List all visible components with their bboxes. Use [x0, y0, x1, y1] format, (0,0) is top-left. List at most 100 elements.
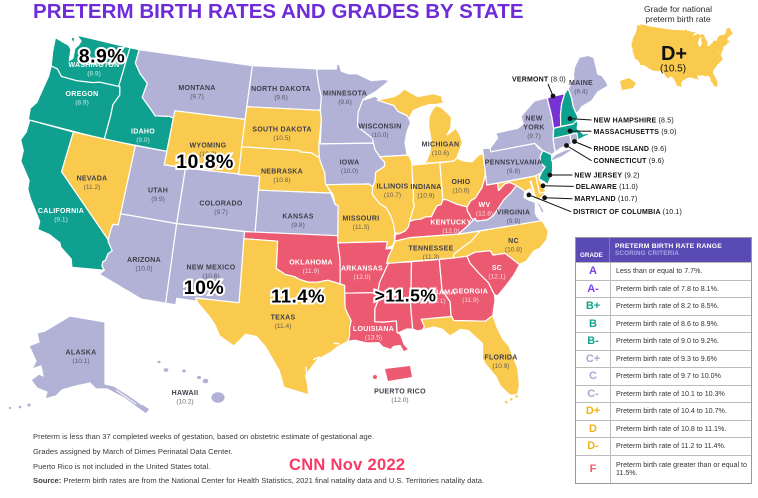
- svg-text:(10.6): (10.6): [452, 188, 469, 195]
- svg-text:UTAH: UTAH: [148, 187, 168, 194]
- svg-text:YORK: YORK: [523, 124, 544, 131]
- svg-text:10%: 10%: [184, 277, 225, 299]
- svg-text:DISTRICT OF COLUMBIA (10.1): DISTRICT OF COLUMBIA (10.1): [573, 209, 682, 216]
- svg-text:(9.9): (9.9): [507, 218, 521, 225]
- svg-text:COLORADO: COLORADO: [199, 200, 242, 207]
- svg-text:MAINE: MAINE: [569, 80, 593, 87]
- svg-text:NC: NC: [508, 238, 519, 245]
- svg-text:(10.6): (10.6): [432, 150, 449, 157]
- svg-text:DELAWARE (11.0): DELAWARE (11.0): [576, 184, 638, 191]
- svg-text:(10.9): (10.9): [492, 363, 509, 370]
- svg-text:(10.7): (10.7): [384, 192, 401, 199]
- svg-text:(11.4): (11.4): [275, 323, 292, 330]
- svg-text:VIRGINIA: VIRGINIA: [497, 209, 531, 216]
- svg-text:ALASKA: ALASKA: [66, 349, 97, 356]
- svg-text:NEBRASKA: NEBRASKA: [261, 168, 303, 175]
- svg-text:(11.2): (11.2): [84, 184, 101, 191]
- svg-text:(10.9): (10.9): [417, 193, 434, 200]
- svg-text:OHIO: OHIO: [451, 179, 470, 186]
- svg-text:(12.0): (12.0): [391, 397, 408, 404]
- svg-text:LOUISIANA: LOUISIANA: [353, 326, 394, 333]
- svg-text:PUERTO RICO: PUERTO RICO: [374, 388, 426, 395]
- svg-text:TENNESSEE: TENNESSEE: [408, 245, 453, 252]
- svg-text:(8.9): (8.9): [75, 100, 89, 107]
- svg-text:(9.7): (9.7): [190, 94, 204, 101]
- svg-text:(11.3): (11.3): [423, 254, 440, 261]
- svg-text:OREGON: OREGON: [66, 91, 99, 98]
- svg-text:NEW JERSEY (9.2): NEW JERSEY (9.2): [574, 173, 639, 180]
- svg-text:RHODE ISLAND (9.6): RHODE ISLAND (9.6): [594, 146, 667, 153]
- svg-text:(10.8): (10.8): [273, 177, 290, 184]
- svg-text:CONNECTICUT (9.6): CONNECTICUT (9.6): [594, 158, 665, 165]
- svg-text:(9.9): (9.9): [151, 196, 165, 203]
- svg-text:(10.5): (10.5): [660, 64, 686, 75]
- svg-text:(13.5): (13.5): [365, 335, 382, 342]
- svg-text:INDIANA: INDIANA: [410, 184, 441, 191]
- svg-text:(13.1): (13.1): [428, 298, 445, 305]
- svg-text:(12.0): (12.0): [442, 228, 459, 235]
- svg-text:MONTANA: MONTANA: [178, 85, 215, 92]
- svg-text:GEORGIA: GEORGIA: [453, 288, 488, 295]
- svg-text:11.4%: 11.4%: [271, 286, 325, 307]
- svg-text:ARIZONA: ARIZONA: [127, 257, 161, 264]
- svg-text:(10.5): (10.5): [273, 135, 290, 142]
- svg-text:(9.6): (9.6): [274, 95, 288, 102]
- svg-text:D+: D+: [661, 43, 687, 65]
- svg-text:WYOMING: WYOMING: [189, 142, 226, 149]
- svg-text:VERMONT (8.0): VERMONT (8.0): [512, 77, 566, 84]
- svg-text:NEVADA: NEVADA: [77, 175, 108, 182]
- svg-text:(10.0): (10.0): [341, 168, 358, 175]
- svg-text:SOUTH DAKOTA: SOUTH DAKOTA: [252, 126, 311, 133]
- svg-text:(9.0): (9.0): [136, 137, 150, 144]
- svg-text:(11.9): (11.9): [303, 268, 320, 275]
- svg-text:ALABAMA: ALABAMA: [418, 289, 455, 296]
- svg-text:(10.0): (10.0): [371, 132, 388, 139]
- svg-text:MASSACHUSETTS (9.0): MASSACHUSETTS (9.0): [594, 129, 677, 136]
- svg-text:(9.8): (9.8): [507, 168, 521, 175]
- svg-text:(10.1): (10.1): [72, 358, 89, 365]
- svg-text:(12.8): (12.8): [476, 211, 493, 218]
- svg-text:(8.9): (8.9): [87, 71, 101, 78]
- svg-text:FLORIDA: FLORIDA: [484, 354, 517, 361]
- svg-text:MICHIGAN: MICHIGAN: [422, 141, 460, 148]
- svg-text:ARKANSAS: ARKANSAS: [341, 265, 383, 272]
- svg-text:(9.7): (9.7): [214, 209, 228, 216]
- svg-text:(9.8): (9.8): [291, 222, 305, 229]
- svg-text:KENTUCKY: KENTUCKY: [430, 219, 471, 226]
- svg-text:(11.3): (11.3): [353, 224, 370, 231]
- svg-text:MARYLAND (10.7): MARYLAND (10.7): [574, 196, 637, 203]
- svg-text:(10.2): (10.2): [199, 151, 216, 158]
- svg-text:SC: SC: [492, 265, 502, 272]
- svg-text:(10.2): (10.2): [176, 399, 193, 406]
- svg-text:IOWA: IOWA: [340, 159, 360, 166]
- svg-text:OKLAHOMA: OKLAHOMA: [289, 259, 333, 266]
- svg-text:(9.6): (9.6): [338, 99, 352, 106]
- svg-text:TEXAS: TEXAS: [271, 314, 296, 321]
- svg-text:CALIFORNIA: CALIFORNIA: [38, 208, 84, 215]
- svg-text:(10.6): (10.6): [202, 273, 219, 280]
- svg-text:(12.0): (12.0): [353, 274, 370, 281]
- svg-text:NORTH DAKOTA: NORTH DAKOTA: [251, 86, 311, 93]
- svg-text:KANSAS: KANSAS: [282, 213, 313, 220]
- svg-text:NEW MEXICO: NEW MEXICO: [187, 264, 236, 271]
- svg-text:PENNSYLVANIA: PENNSYLVANIA: [485, 159, 542, 166]
- svg-text:NEW HAMPSHIRE (8.5): NEW HAMPSHIRE (8.5): [594, 118, 674, 125]
- svg-text:8.9%: 8.9%: [79, 46, 125, 68]
- svg-text:>11.5%: >11.5%: [375, 285, 437, 305]
- svg-text:WASHINGTON: WASHINGTON: [68, 62, 119, 69]
- svg-text:NEW: NEW: [525, 115, 542, 122]
- svg-text:MISSOURI: MISSOURI: [342, 215, 379, 222]
- svg-text:(9.4): (9.4): [574, 89, 588, 96]
- svg-text:WV: WV: [479, 202, 491, 209]
- svg-text:ILLINOIS: ILLINOIS: [377, 183, 409, 190]
- svg-text:10.8%: 10.8%: [176, 151, 234, 173]
- svg-text:(12.1): (12.1): [488, 274, 505, 281]
- svg-text:WISCONSIN: WISCONSIN: [358, 123, 401, 130]
- svg-text:(10.8): (10.8): [505, 247, 522, 254]
- svg-text:MINNESOTA: MINNESOTA: [323, 90, 367, 97]
- svg-text:(10.0): (10.0): [135, 266, 152, 273]
- svg-text:HAWAII: HAWAII: [172, 390, 199, 397]
- svg-text:IDAHO: IDAHO: [131, 128, 155, 135]
- svg-text:(9.1): (9.1): [54, 217, 68, 224]
- svg-text:(9.7): (9.7): [527, 133, 541, 140]
